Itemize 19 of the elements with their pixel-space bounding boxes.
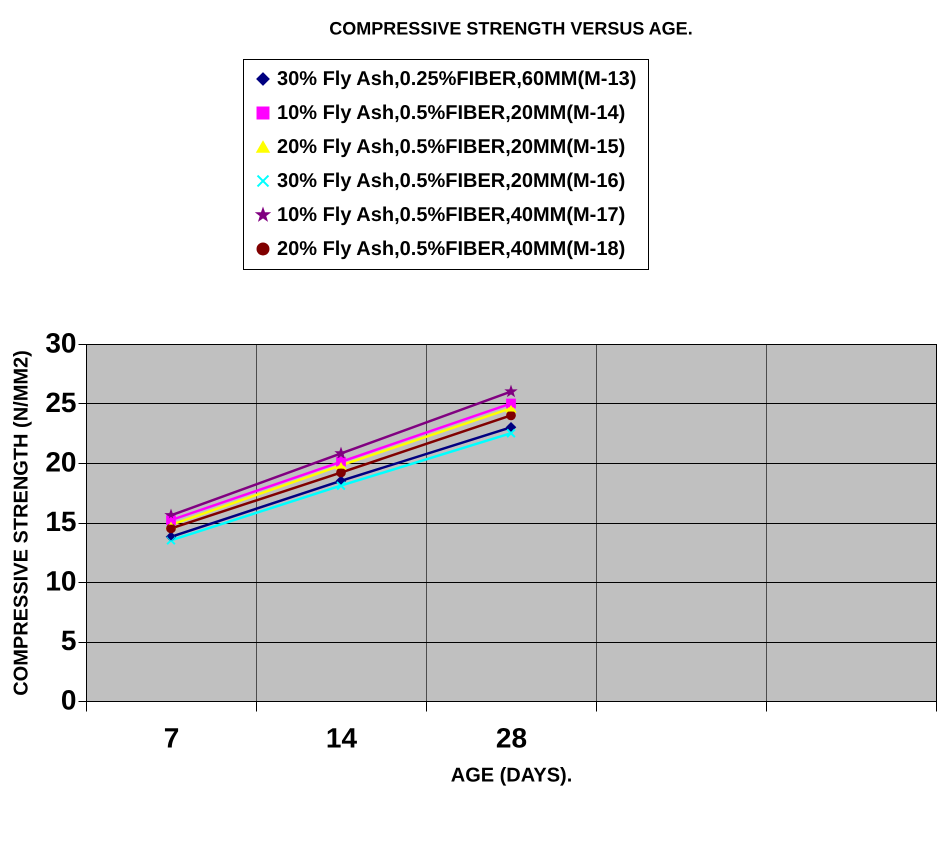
chart-title: COMPRESSIVE STRENGTH VERSUS AGE. [329, 18, 693, 38]
y-tick-label: 10 [45, 566, 76, 596]
y-tick-label: 30 [45, 328, 76, 358]
x-tick-label: 28 [496, 722, 528, 754]
legend-label: 20% Fly Ash,0.5%FIBER,20MM(M-15) [277, 136, 626, 158]
legend-label: 10% Fly Ash,0.5%FIBER,20MM(M-14) [277, 102, 626, 124]
y-tick-label: 20 [45, 446, 76, 478]
legend-label: 10% Fly Ash,0.5%FIBER,40MM(M-17) [277, 204, 626, 226]
legend-label: 30% Fly Ash,0.25%FIBER,60MM(M-13) [277, 68, 636, 90]
x-axis-title: AGE (DAYS). [450, 764, 572, 786]
y-tick-label: 15 [45, 506, 76, 537]
x-tick-label: 7 [164, 722, 180, 754]
y-tick-label: 25 [45, 387, 76, 418]
legend-label: 30% Fly Ash,0.5%FIBER,20MM(M-16) [277, 170, 626, 192]
y-axis-title: COMPRESSIVE STRENGTH (N/MM2) [10, 350, 32, 696]
x-tick-label: 14 [326, 722, 358, 754]
y-tick-label: 0 [60, 684, 76, 716]
y-tick-label: 5 [60, 625, 76, 656]
legend-label: 20% Fly Ash,0.5%FIBER,40MM(M-18) [277, 238, 626, 260]
